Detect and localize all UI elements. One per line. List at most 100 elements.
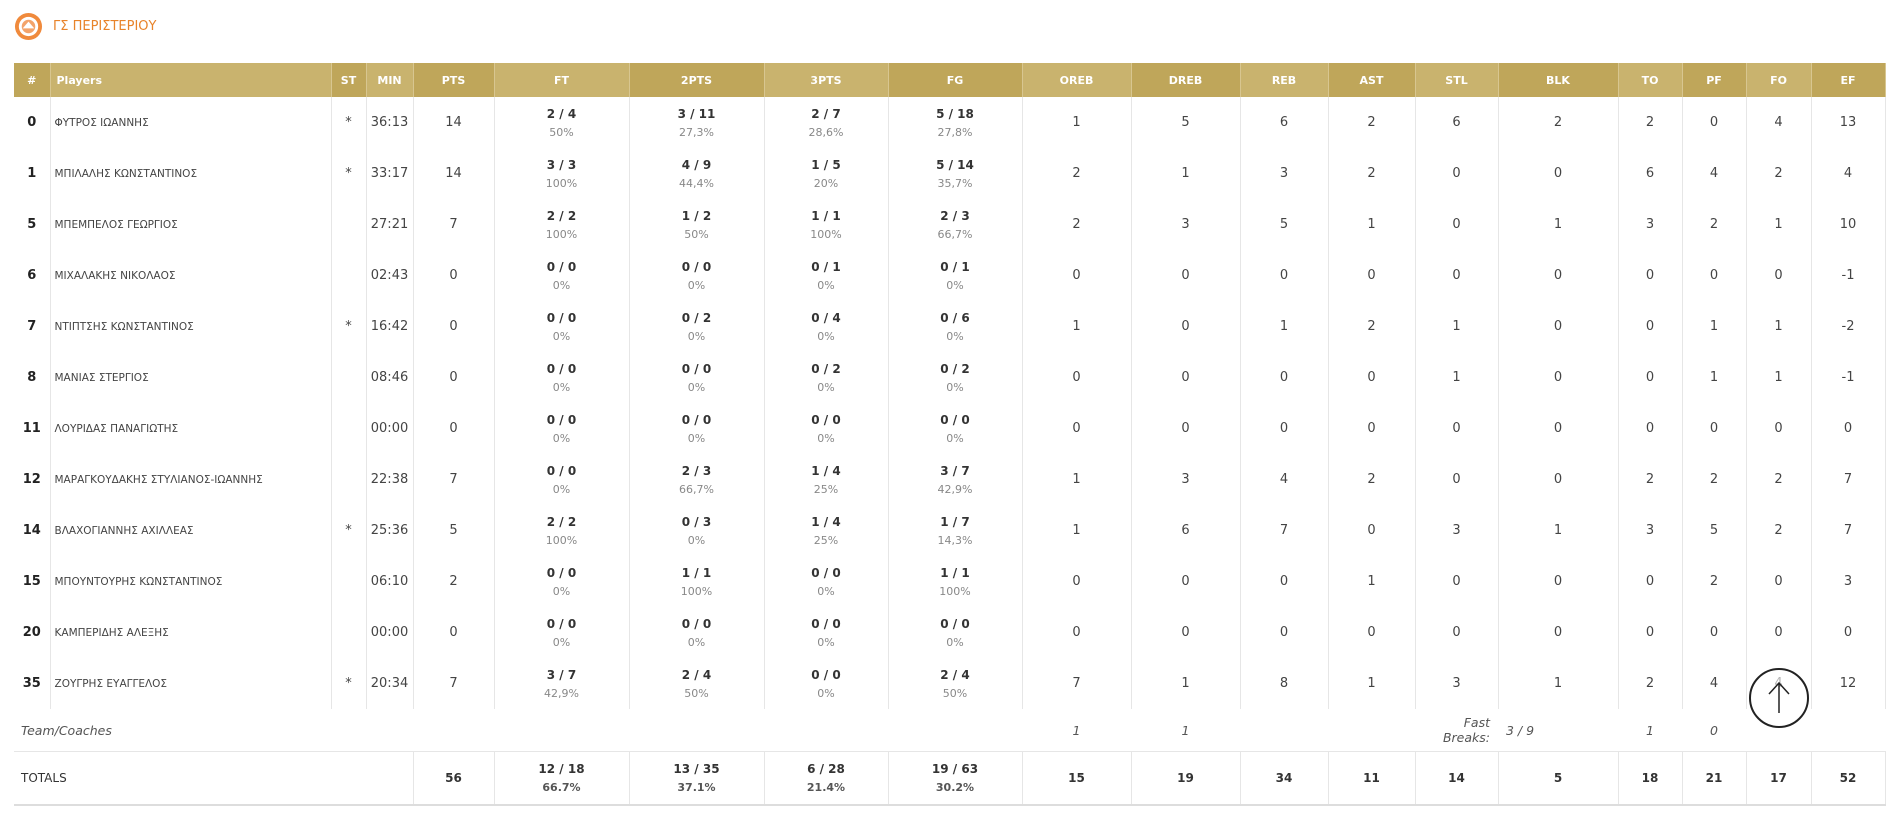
total-stat: 19 [1131, 751, 1241, 806]
shooting-cell: 2 / 3 66,7% [629, 454, 765, 505]
stat-cell: 08:46 [366, 352, 414, 403]
stat-cell: 0 [1415, 199, 1499, 250]
shooting-cell: 0 / 1 0% [764, 250, 889, 301]
stat-cell: 0 [1618, 556, 1683, 607]
shot-percentage: 0% [817, 380, 835, 394]
player-row: 0 ΦΥΤΡΟΣ ΙΩΑΝΝΗΣ * 36:13 14 2 / 4 50% 3 / 11 27,… [14, 97, 1886, 148]
shot-percentage: 0% [552, 584, 571, 598]
stat-cell: 1 [1328, 658, 1416, 709]
shooting-cell: 0 / 0 0% [629, 250, 765, 301]
shooting-cell: 3 / 7 42,9% [494, 658, 630, 709]
shot-percentage: 42,9% [937, 482, 973, 496]
shots-made-attempted: 5 / 14 [936, 157, 974, 172]
shots-made-attempted: 2 / 3 [940, 208, 970, 223]
stat-cell: 0 [1618, 250, 1683, 301]
stat-cell: 0 [1811, 403, 1886, 454]
column-header: FT [494, 63, 630, 97]
stat-cell: 2 [1682, 199, 1747, 250]
shot-percentage: 0% [817, 278, 835, 292]
stat-cell: 5 [1240, 199, 1329, 250]
shooting-cell: 0 / 6 0% [888, 301, 1023, 352]
column-header: 2PTS [629, 63, 765, 97]
stat-cell: 0 [1682, 607, 1747, 658]
stat-cell: 2 [1682, 454, 1747, 505]
player-row: 12 ΜΑΡΑΓΚΟΥΔΑΚΗΣ ΣΤΥΛΙΑΝΟΣ-ΙΩΑΝΝΗΣ 22:38 7 0… [14, 454, 1886, 505]
shot-percentage: 0% [687, 329, 706, 343]
shots-made-attempted: 0 / 1 [940, 259, 970, 274]
shooting-cell: 2 / 4 50% [494, 97, 630, 148]
team-title: ΓΣ ΠΕΡΙΣΤΕΡΙΟΥ [53, 19, 157, 34]
shot-percentage: 44,4% [679, 176, 714, 190]
shots-made-attempted: 0 / 4 [811, 310, 841, 325]
scroll-top-button[interactable] [1748, 667, 1810, 729]
shots-made-attempted: 19 / 63 [931, 762, 979, 776]
stat-cell: 1 [1022, 301, 1132, 352]
shots-made-attempted: 0 / 0 [681, 616, 712, 631]
stat-cell: 7 [1811, 505, 1886, 556]
shot-percentage: 0% [817, 635, 835, 649]
player-name: ΝΤΙΠΤΣΗΣ ΚΩΝΣΤΑΝΤΙΝΟΣ [50, 301, 332, 352]
shot-percentage: 0% [946, 329, 964, 343]
stat-cell: 7 [14, 301, 51, 352]
stat-cell: 2 [1328, 148, 1416, 199]
stat-cell: 00:00 [366, 403, 414, 454]
stat-cell: 1 [1328, 556, 1416, 607]
stat-cell: 0 [413, 250, 495, 301]
shot-percentage: 25% [813, 533, 839, 547]
stat-cell: 5 [1682, 505, 1747, 556]
column-header: REB [1240, 63, 1329, 97]
shots-made-attempted: 0 / 1 [811, 259, 841, 274]
stat-cell: 16:42 [366, 301, 414, 352]
empty-cell [1811, 709, 1885, 752]
shots-made-attempted: 0 / 0 [546, 616, 577, 631]
shooting-cell: 0 / 0 0% [494, 352, 630, 403]
stat-cell: * [331, 658, 367, 709]
stat-cell: 0 [1746, 607, 1812, 658]
stat-cell: 4 [1811, 148, 1886, 199]
shots-made-attempted: 0 / 0 [681, 361, 712, 376]
shot-percentage: 0% [817, 686, 835, 700]
column-header: PF [1682, 63, 1747, 97]
shooting-cell: 1 / 1 100% [629, 556, 765, 607]
shot-percentage: 25% [813, 482, 839, 496]
team-header: ΓΣ ΠΕΡΙΣΤΕΡΙΟΥ [14, 12, 156, 41]
shooting-cell: 1 / 5 20% [764, 148, 889, 199]
shots-made-attempted: 1 / 1 [940, 565, 970, 580]
player-row: 7 ΝΤΙΠΤΣΗΣ ΚΩΝΣΤΑΝΤΙΝΟΣ * 16:42 0 0 / 0 0% 0 / … [14, 301, 1886, 352]
shooting-cell: 0 / 0 0% [764, 403, 889, 454]
shot-percentage: 50% [549, 125, 574, 139]
shooting-cell: 1 / 1 100% [888, 556, 1023, 607]
stat-cell: 14 [413, 148, 495, 199]
shooting-cell: 0 / 0 0% [629, 352, 765, 403]
column-header: BLK [1498, 63, 1619, 97]
stat-cell: 1 [1131, 148, 1241, 199]
shots-made-attempted: 3 / 3 [546, 157, 577, 172]
stat-cell: 1 [1328, 199, 1416, 250]
fast-breaks-label: Fast Breaks: [1442, 715, 1490, 745]
shot-percentage: 0% [946, 380, 964, 394]
shooting-cell: 0 / 3 0% [629, 505, 765, 556]
shooting-cell: 2 / 2 100% [494, 199, 630, 250]
shots-made-attempted: 0 / 2 [681, 310, 712, 325]
empty-cell [629, 709, 764, 752]
player-row: 6 ΜΙΧΑΛΑΚΗΣ ΝΙΚΟΛΑΟΣ 02:43 0 0 / 0 0% 0 / 0 0% 0… [14, 250, 1886, 301]
shooting-cell: 0 / 1 0% [888, 250, 1023, 301]
stat-cell: * [331, 505, 367, 556]
stat-cell: 0 [1328, 250, 1416, 301]
shooting-cell: 0 / 0 0% [494, 403, 630, 454]
shooting-cell: 0 / 0 0% [629, 403, 765, 454]
stat-cell: 3 [1131, 199, 1241, 250]
stat-cell: 1 [1746, 199, 1812, 250]
shot-percentage: 0% [687, 278, 706, 292]
stat-cell: 2 [1022, 199, 1132, 250]
totals-label: TOTALS [14, 751, 414, 806]
shots-made-attempted: 5 / 18 [936, 106, 974, 121]
shot-percentage: 0% [552, 431, 571, 445]
stat-cell: 0 [1328, 505, 1416, 556]
stat-cell: 0 [1498, 556, 1619, 607]
shot-percentage: 100% [680, 584, 713, 598]
shots-made-attempted: 0 / 0 [940, 616, 970, 631]
total-stat: 52 [1811, 751, 1886, 806]
stat-cell: 2 [1746, 505, 1812, 556]
shot-percentage: 0% [946, 635, 964, 649]
